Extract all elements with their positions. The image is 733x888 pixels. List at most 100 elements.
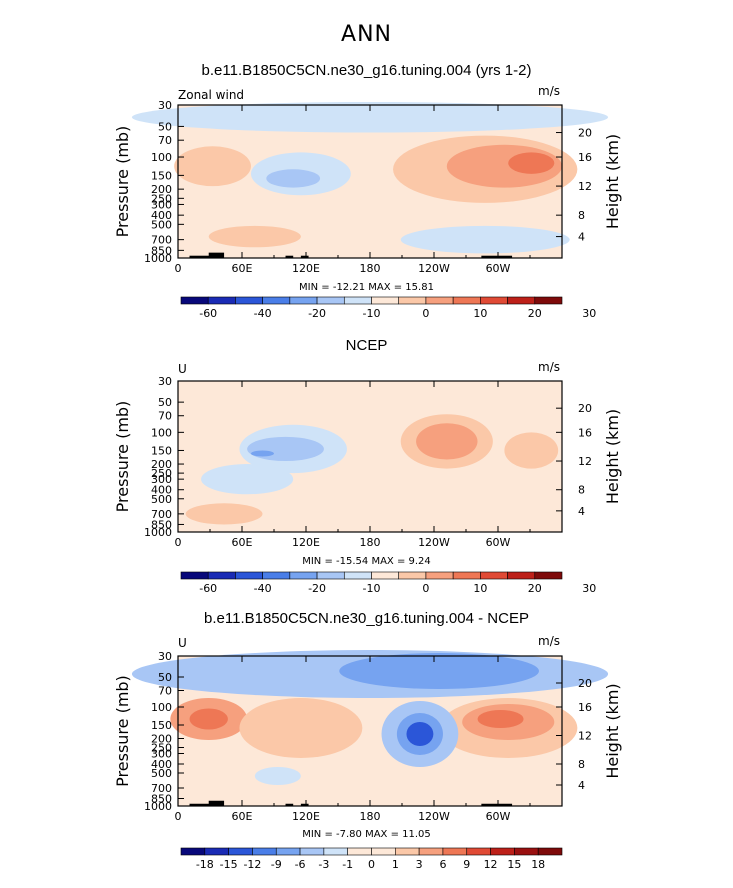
- y-tick-label: 700: [151, 508, 172, 521]
- y-tick-label: 250: [151, 467, 172, 480]
- contour-region-warm-mid: [239, 698, 363, 758]
- colorbar-swatch: [289, 296, 318, 305]
- colorbar-label: -40: [254, 582, 272, 595]
- y-tick-label: 200: [151, 458, 172, 471]
- contour-region-warm-core-west: [174, 146, 251, 187]
- topography-block: [189, 255, 217, 258]
- y-tick-label: 300: [151, 198, 172, 211]
- y-tick-label: 850: [151, 518, 172, 531]
- x-tick-label: 60E: [232, 262, 253, 275]
- colorbar-label: -6: [295, 858, 306, 871]
- y-tick-label: 250: [151, 742, 172, 755]
- topography-block: [208, 800, 225, 806]
- colorbar-swatch: [343, 571, 372, 580]
- colorbar-swatch: [514, 847, 539, 856]
- x-tick-label: 60E: [232, 810, 253, 823]
- colorbar-swatch: [398, 296, 427, 305]
- colorbar-swatch: [275, 847, 301, 856]
- topography-block: [208, 252, 225, 258]
- height-tick-label: 20: [578, 127, 592, 140]
- y-tick-label: 500: [151, 767, 172, 780]
- x-tick-label: 120W: [418, 810, 450, 823]
- y-tick-label: 850: [151, 244, 172, 257]
- x-tick-label: 0: [175, 262, 182, 275]
- colorbar-swatch: [228, 847, 253, 856]
- topography-block: [300, 255, 309, 258]
- contour-region-warm-east-3: [477, 710, 524, 728]
- colorbar-swatch: [425, 296, 454, 305]
- y-tick-label: 100: [151, 151, 172, 164]
- panel-left-label-model: Zonal wind: [178, 88, 245, 102]
- panel-diff: 3050701001502002503004005007008501000201…: [113, 650, 622, 871]
- y-tick-label: 150: [151, 169, 172, 182]
- contour-region-warm-core-east-3: [508, 152, 555, 174]
- colorbar-swatch: [180, 847, 206, 856]
- y-tick-label: 500: [151, 493, 172, 506]
- colorbar-swatch: [207, 571, 236, 580]
- colorbar-swatch: [490, 847, 515, 856]
- x-tick-label: 60W: [486, 262, 511, 275]
- y-tick-label: 250: [151, 192, 172, 205]
- colorbar-swatch: [316, 296, 345, 305]
- y-tick-label: 200: [151, 183, 172, 196]
- y-tick-label: 30: [158, 650, 172, 663]
- contour-region-warm-core-east-2: [416, 423, 478, 460]
- height-tick-label: 20: [578, 402, 592, 415]
- panel-title-diff: b.e11.B1850C5CN.ne30_g16.tuning.004 - NC…: [204, 610, 529, 627]
- x-tick-label: 180: [360, 262, 381, 275]
- page-title: ANN: [341, 22, 392, 47]
- colorbar-label: 18: [531, 858, 545, 871]
- y-tick-label: 400: [151, 209, 172, 222]
- colorbar-swatch: [507, 571, 536, 580]
- colorbar-label: 3: [416, 858, 423, 871]
- panel-model: 3050701001502002503004005007008501000201…: [113, 99, 622, 320]
- x-tick-label: 0: [175, 536, 182, 549]
- y-tick-label: 1000: [144, 252, 172, 265]
- topography-block: [285, 803, 294, 806]
- colorbar-label: 20: [528, 582, 542, 595]
- colorbar-swatch: [371, 847, 396, 856]
- colorbar-swatch: [452, 296, 481, 305]
- colorbar-label: 0: [422, 582, 429, 595]
- colorbar-swatch: [534, 571, 563, 580]
- y-tick-label: 300: [151, 473, 172, 486]
- colorbar-swatch: [207, 296, 236, 305]
- colorbar-label: -9: [271, 858, 282, 871]
- colorbar-label: -60: [199, 582, 217, 595]
- panel-stats-ncep: MIN = -15.54 MAX = 9.24: [302, 556, 431, 567]
- y-tick-label: 150: [151, 444, 172, 457]
- y-tick-label: 150: [151, 719, 172, 732]
- y-tick-label: 50: [158, 671, 172, 684]
- colorbar-swatch: [425, 571, 454, 580]
- topography-block: [481, 803, 513, 806]
- y-tick-label: 200: [151, 733, 172, 746]
- height-tick-label: 16: [578, 701, 592, 714]
- contour-region-warm-core-far-east: [504, 432, 559, 469]
- colorbar-label: 1: [392, 858, 399, 871]
- y-axis-label: Pressure (mb): [113, 126, 132, 238]
- contour-region-warm-low-west: [208, 225, 301, 248]
- x-tick-label: 120W: [418, 262, 450, 275]
- topography-block: [285, 255, 294, 258]
- colorbar-swatch: [398, 571, 427, 580]
- height-axis-label: Height (km): [603, 683, 622, 778]
- colorbar: -18 -15 -12 -9 -6 -3 -1 0 1 3 6 9 12 15 18: [180, 847, 563, 871]
- panel-title-model: b.e11.B1850C5CN.ne30_g16.tuning.004 (yrs…: [201, 62, 532, 79]
- y-tick-label: 70: [158, 685, 172, 698]
- colorbar-swatch: [262, 296, 291, 305]
- contour-region-cool-low-mid: [201, 464, 294, 495]
- contour-region-cool-low-east: [400, 225, 570, 254]
- y-tick-label: 30: [158, 99, 172, 112]
- topography-block: [481, 255, 513, 258]
- panel-ncep: 3050701001502002503004005007008501000201…: [113, 375, 622, 595]
- colorbar-swatch: [252, 847, 277, 856]
- colorbar-label: 30: [582, 582, 596, 595]
- contour-region-cool-core-west-2: [247, 436, 324, 462]
- y-tick-label: 100: [151, 701, 172, 714]
- colorbar-swatch: [534, 296, 563, 305]
- colorbar: -60 -40 -20 -10 0 10 20 30: [180, 571, 596, 595]
- height-tick-label: 8: [578, 209, 585, 222]
- colorbar-label: 6: [439, 858, 446, 871]
- y-tick-label: 700: [151, 782, 172, 795]
- y-tick-label: 30: [158, 375, 172, 388]
